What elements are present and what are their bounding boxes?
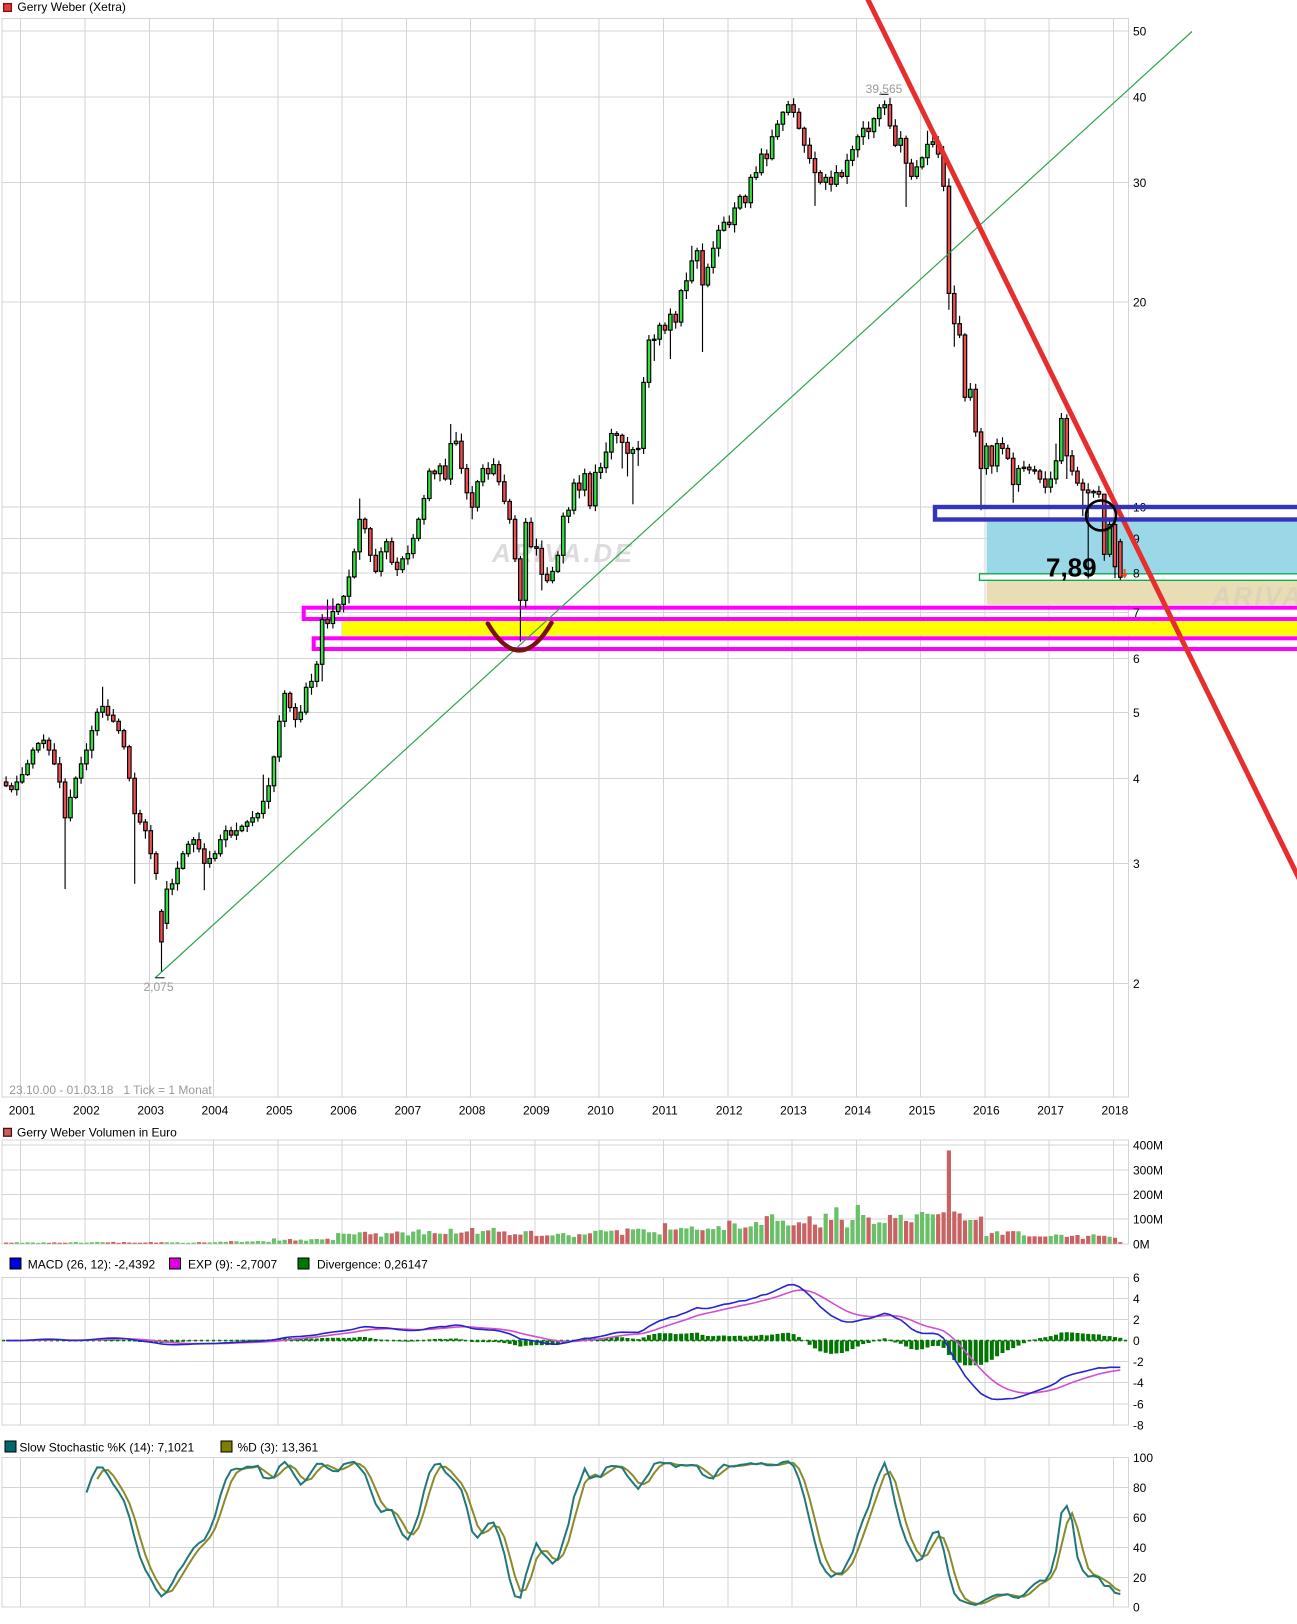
svg-text:20: 20 (1133, 296, 1147, 310)
svg-text:-8: -8 (1133, 1418, 1144, 1432)
svg-text:60: 60 (1133, 1511, 1147, 1525)
svg-text:2009: 2009 (523, 1103, 550, 1117)
svg-text:20: 20 (1133, 1571, 1147, 1585)
svg-text:40: 40 (1133, 1541, 1147, 1555)
svg-text:2003: 2003 (137, 1103, 164, 1117)
svg-text:100: 100 (1133, 1451, 1153, 1465)
svg-text:2,075: 2,075 (143, 980, 173, 994)
svg-text:2002: 2002 (73, 1103, 100, 1117)
svg-text:300M: 300M (1133, 1163, 1163, 1177)
svg-text:8: 8 (1133, 567, 1140, 581)
svg-text:Slow Stochastic %K (14): 7,102: Slow Stochastic %K (14): 7,1021 (19, 1441, 194, 1455)
svg-text:2016: 2016 (973, 1103, 1000, 1117)
svg-text:-4: -4 (1133, 1376, 1144, 1390)
svg-text:6: 6 (1133, 652, 1140, 666)
svg-text:2: 2 (1133, 1313, 1140, 1327)
svg-text:2008: 2008 (459, 1103, 486, 1117)
svg-text:4: 4 (1133, 1292, 1140, 1306)
svg-text:5: 5 (1133, 706, 1140, 720)
svg-text:23.10.00 - 01.03.18 1 Tick =: 23.10.00 - 01.03.18 1 Tick = 1 Monat (9, 1083, 212, 1097)
svg-text:40: 40 (1133, 91, 1147, 105)
svg-text:100M: 100M (1133, 1213, 1163, 1227)
svg-text:ARIVA.DE: ARIVA.DE (1211, 581, 1297, 611)
svg-text:2015: 2015 (909, 1103, 936, 1117)
svg-text:MACD (26, 12): -2,4392: MACD (26, 12): -2,4392 (28, 1258, 156, 1272)
svg-text:7: 7 (1133, 606, 1140, 620)
svg-text:-2: -2 (1133, 1355, 1144, 1369)
svg-text:%D (3): 13,361: %D (3): 13,361 (238, 1441, 319, 1455)
svg-text:400M: 400M (1133, 1139, 1163, 1153)
svg-text:0M: 0M (1133, 1237, 1150, 1251)
svg-text:2005: 2005 (266, 1103, 293, 1117)
svg-text:3: 3 (1133, 857, 1140, 871)
svg-text:2018: 2018 (1102, 1103, 1129, 1117)
svg-text:2017: 2017 (1037, 1103, 1064, 1117)
svg-text:0: 0 (1133, 1601, 1140, 1615)
svg-text:2004: 2004 (202, 1103, 229, 1117)
svg-text:80: 80 (1133, 1481, 1147, 1495)
svg-text:7,89: 7,89 (1046, 553, 1097, 583)
svg-text:4: 4 (1133, 772, 1140, 786)
svg-text:2013: 2013 (780, 1103, 807, 1117)
svg-text:0: 0 (1133, 1334, 1140, 1348)
svg-text:30: 30 (1133, 176, 1147, 190)
svg-text:Gerry Weber (Xetra): Gerry Weber (Xetra) (17, 0, 125, 14)
svg-text:-6: -6 (1133, 1397, 1144, 1411)
svg-text:50: 50 (1133, 25, 1147, 39)
svg-text:2011: 2011 (652, 1103, 678, 1117)
svg-text:2: 2 (1133, 977, 1140, 991)
svg-text:200M: 200M (1133, 1188, 1163, 1202)
svg-text:2012: 2012 (716, 1103, 743, 1117)
svg-text:2006: 2006 (330, 1103, 357, 1117)
svg-text:Gerry Weber Volumen in Euro: Gerry Weber Volumen in Euro (17, 1126, 177, 1140)
svg-text:6: 6 (1133, 1271, 1140, 1285)
svg-text:2001: 2001 (9, 1103, 36, 1117)
svg-text:2007: 2007 (394, 1103, 421, 1117)
svg-text:Divergence: 0,26147: Divergence: 0,26147 (317, 1258, 428, 1272)
svg-text:2014: 2014 (844, 1103, 871, 1117)
svg-text:2010: 2010 (587, 1103, 614, 1117)
svg-text:39,565: 39,565 (866, 82, 903, 96)
svg-text:EXP (9): -2,7007: EXP (9): -2,7007 (188, 1258, 277, 1272)
